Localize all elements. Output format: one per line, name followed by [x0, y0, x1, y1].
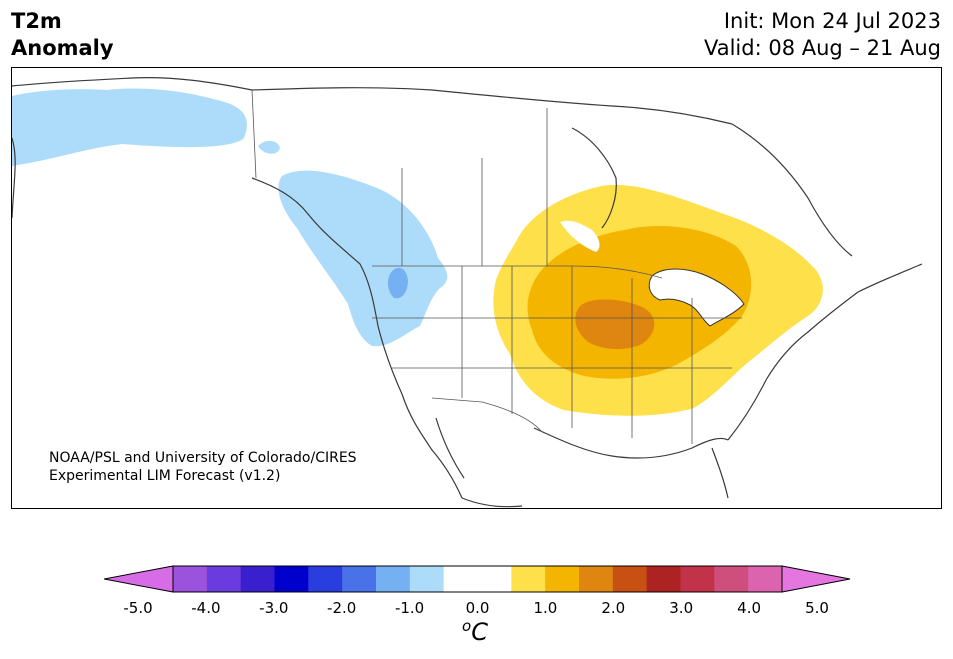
florida — [711, 447, 729, 499]
colorbar-segment — [308, 566, 343, 592]
colorbar-tick-label: 4.0 — [737, 599, 762, 617]
colorbar-segment — [409, 566, 445, 592]
canada-north-coast — [251, 87, 733, 125]
unit-label: oC — [462, 617, 488, 646]
mexico-west-coast — [461, 497, 523, 508]
alaska-canada-border — [251, 89, 257, 179]
colorbar-tick-label: -3.0 — [259, 599, 289, 617]
coastlines — [12, 77, 923, 508]
colorbar-segment — [443, 566, 478, 592]
colorbar-segment — [714, 566, 749, 592]
colorbar-outline — [172, 565, 783, 593]
pacific-coast — [251, 177, 463, 499]
warm-anomaly-core — [575, 299, 655, 350]
title-variable: T2m — [11, 9, 62, 33]
colorbar-segment — [376, 566, 411, 592]
colorbar-segment — [240, 566, 275, 592]
hudson-bay — [571, 127, 617, 229]
atlantic-coast — [727, 263, 923, 441]
colorbar-segment — [274, 566, 309, 592]
cold-anomaly-core — [387, 267, 408, 299]
colorbar-segment — [545, 566, 580, 592]
init-date: Init: Mon 24 Jul 2023 — [723, 9, 941, 33]
map-panel — [11, 67, 942, 509]
colorbar-segment — [579, 566, 614, 592]
warm-anomaly-mid — [527, 225, 752, 379]
colorbar-tick-label: -4.0 — [191, 599, 221, 617]
colorbar-segment — [680, 566, 715, 592]
hudson-bay-gap — [560, 220, 600, 252]
title-field: Anomaly — [11, 36, 114, 60]
credit-text: NOAA/PSL and University of Colorado/CIRE… — [49, 449, 357, 485]
map-title: T2m Anomaly — [11, 8, 114, 62]
valid-range: Valid: 08 Aug – 21 Aug — [703, 36, 941, 60]
great-lakes — [648, 268, 745, 327]
gulf-coast — [533, 427, 729, 459]
colorbar-tick-label: -2.0 — [327, 599, 357, 617]
colorbar-under-arrow — [104, 565, 174, 593]
colorbar-over-arrow — [781, 565, 851, 593]
colorbar-segment — [511, 566, 546, 592]
colorbar-tick-label: 2.0 — [601, 599, 626, 617]
colorbar-tick-label: 5.0 — [805, 599, 829, 617]
colorbar-segments — [173, 566, 783, 592]
cold-anomaly-yukon-spot — [258, 140, 280, 154]
baja-peninsula — [435, 417, 465, 479]
colorbar-segment — [342, 566, 377, 592]
colorbar-segment — [646, 566, 681, 592]
us-mexico-border — [431, 397, 543, 433]
cold-anomaly-alaska — [12, 88, 247, 166]
colorbar-tick-label: 0.0 — [465, 599, 490, 617]
colorbar — [104, 565, 851, 593]
credit-line-2: Experimental LIM Forecast (v1.2) — [49, 468, 281, 484]
map-canvas — [12, 77, 923, 508]
colorbar-tick-label: 3.0 — [669, 599, 694, 617]
colorbar-tick-label: -1.0 — [394, 599, 425, 617]
celsius-letter: C — [471, 618, 488, 646]
alaska-north-coast — [12, 77, 253, 91]
forecast-dates: Init: Mon 24 Jul 2023 Valid: 08 Aug – 21… — [704, 8, 941, 62]
credit-line-1: NOAA/PSL and University of Colorado/CIRE… — [49, 450, 357, 466]
colorbar-tick-label: -5.0 — [123, 599, 153, 617]
alaska-west-coast — [12, 137, 16, 219]
degree-symbol: o — [462, 617, 472, 635]
colorbar-tick-label: 1.0 — [533, 599, 558, 617]
colorbar-segment — [206, 566, 242, 592]
political-borders — [251, 89, 742, 444]
colorbar-segment — [612, 566, 648, 592]
colorbar-segment — [173, 566, 208, 592]
cold-anomaly-pacific-northwest — [278, 170, 448, 347]
labrador-coast — [731, 123, 853, 257]
colorbar-segment — [748, 566, 783, 592]
colorbar-segment — [477, 566, 512, 592]
